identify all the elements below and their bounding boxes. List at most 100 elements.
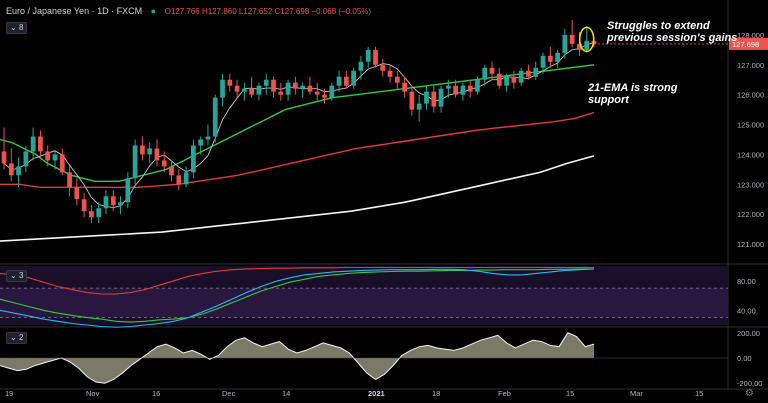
candle-body bbox=[271, 79, 276, 92]
candle-body bbox=[562, 34, 568, 53]
cci-pane-toggle[interactable]: ⌄ 2 bbox=[6, 332, 28, 344]
candle-body bbox=[584, 40, 590, 50]
candle-body bbox=[409, 91, 415, 110]
candle-body bbox=[496, 73, 502, 86]
candle-body bbox=[365, 49, 371, 62]
candle-body bbox=[373, 49, 378, 65]
resistance-annotation-line2: previous session's gains bbox=[607, 32, 738, 44]
indicators-toggle[interactable]: ⌄ 8 bbox=[6, 22, 28, 34]
candle-body bbox=[460, 85, 466, 95]
candle-body bbox=[475, 79, 480, 92]
candle-body bbox=[445, 85, 451, 89]
candle-body bbox=[263, 79, 269, 86]
time-axis-tick-label: 15 bbox=[566, 389, 574, 398]
ema-21-line bbox=[0, 64, 595, 182]
candle-body bbox=[453, 85, 458, 95]
low-value: L127.652 bbox=[238, 7, 273, 16]
cci-line bbox=[0, 332, 595, 384]
candle-body bbox=[176, 175, 182, 185]
candle-body bbox=[1, 151, 7, 164]
support-annotation-line1: 21-EMA is strong bbox=[588, 82, 678, 94]
time-axis-tick-label: 19 bbox=[5, 389, 13, 398]
support-annotation: 21-EMA is strong support bbox=[588, 82, 677, 106]
candle-body bbox=[285, 82, 291, 95]
candle-body bbox=[234, 85, 240, 92]
candle-body bbox=[504, 76, 509, 86]
candle-body bbox=[438, 88, 444, 107]
candle-body bbox=[300, 85, 306, 89]
price-axis-tick-label: 124.000 bbox=[737, 150, 764, 159]
candle-body bbox=[526, 70, 531, 77]
candle-body bbox=[52, 154, 58, 161]
candle-body bbox=[169, 166, 174, 176]
price-tag-background bbox=[729, 37, 768, 50]
cci-axis-tick-label: 200.00 bbox=[737, 329, 760, 338]
settings-gear-icon[interactable]: ⚙ bbox=[745, 388, 754, 399]
rsi-axis-tick-label: 40.00 bbox=[737, 306, 756, 315]
candle-body bbox=[154, 148, 160, 161]
candle-body bbox=[343, 76, 349, 86]
candle-body bbox=[402, 82, 407, 92]
ema-100-line bbox=[0, 111, 595, 188]
candle-body bbox=[351, 70, 356, 86]
candle-body bbox=[467, 85, 473, 92]
rsi-axis-tick-label: 80.00 bbox=[737, 277, 756, 286]
symbol-name[interactable]: Euro / Japanese Yen bbox=[6, 6, 90, 16]
resistance-annotation: Struggles to extend previous session's g… bbox=[607, 20, 737, 44]
time-axis-tick-label: Dec bbox=[222, 389, 236, 398]
candle-body bbox=[140, 145, 145, 155]
candle-body bbox=[103, 196, 109, 209]
candle-body bbox=[424, 91, 429, 104]
candle-body bbox=[220, 79, 225, 98]
open-value: O127.766 bbox=[164, 7, 200, 16]
candle-body bbox=[511, 76, 517, 83]
rsi-band-fill bbox=[0, 288, 728, 318]
candle-body bbox=[23, 151, 29, 167]
candle-body bbox=[198, 139, 204, 146]
rsi-indicator-count: 3 bbox=[18, 271, 24, 280]
rsi-series-line bbox=[0, 266, 594, 295]
price-axis-tick-label: 123.000 bbox=[737, 180, 764, 189]
change-value: −0.068 (−0.05%) bbox=[311, 7, 372, 16]
candle-body bbox=[183, 172, 189, 185]
candle-body bbox=[256, 85, 262, 95]
candle-body bbox=[110, 196, 116, 206]
candle-body bbox=[482, 67, 488, 80]
chart-header: Euro / Japanese Yen · 1D · FXCM ● O127.7… bbox=[6, 6, 372, 16]
time-axis-tick-label: 18 bbox=[432, 389, 440, 398]
rsi-series-line bbox=[0, 268, 595, 328]
time-axis-tick-label: 16 bbox=[152, 389, 160, 398]
rsi-pane-toggle[interactable]: ⌄ 3 bbox=[6, 270, 28, 282]
candle-body bbox=[329, 85, 335, 98]
time-axis-tick-label: Nov bbox=[86, 389, 100, 398]
candle-body bbox=[132, 145, 138, 179]
candle-body bbox=[38, 136, 43, 152]
ohlc-readout: O127.766 H127.860 L127.652 C127.698 −0.0… bbox=[165, 7, 371, 16]
price-axis-tick-label: 128.000 bbox=[737, 31, 764, 40]
price-axis-tick-label: 127.000 bbox=[737, 61, 764, 70]
cci-axis-tick-label: 0.00 bbox=[737, 354, 752, 363]
candle-body bbox=[380, 64, 386, 71]
candle-body bbox=[242, 88, 247, 92]
candle-body bbox=[314, 91, 320, 95]
ema-200-line bbox=[0, 155, 595, 242]
time-axis-tick-label: 15 bbox=[695, 389, 703, 398]
candle-body bbox=[518, 70, 524, 83]
interval-label[interactable]: 1D bbox=[97, 6, 109, 16]
candle-body bbox=[577, 43, 582, 50]
candle-body bbox=[489, 67, 495, 74]
candle-body bbox=[336, 76, 342, 86]
price-axis-tick-label: 126.000 bbox=[737, 91, 764, 100]
time-axis-tick-label: Mar bbox=[630, 389, 643, 398]
candle-body bbox=[147, 148, 153, 155]
candle-body bbox=[555, 52, 560, 62]
resistance-annotation-line1: Struggles to extend bbox=[607, 20, 710, 32]
candle-body bbox=[16, 166, 21, 176]
candle-body bbox=[205, 136, 211, 140]
candle-body bbox=[322, 94, 327, 98]
candle-body bbox=[394, 76, 400, 83]
time-axis-tick-label: 14 bbox=[282, 389, 290, 398]
sma-fast-line bbox=[3, 42, 595, 209]
candle-body bbox=[59, 154, 65, 173]
